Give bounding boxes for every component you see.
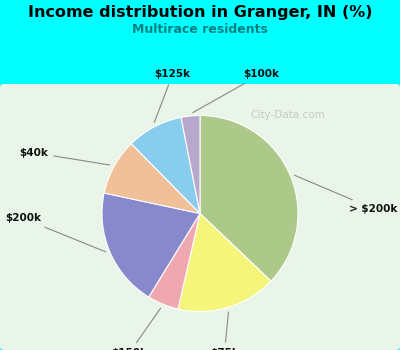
Wedge shape xyxy=(200,116,298,281)
Wedge shape xyxy=(131,117,200,214)
Text: > $200k: > $200k xyxy=(294,175,397,214)
Wedge shape xyxy=(181,116,200,214)
Wedge shape xyxy=(149,214,200,309)
Text: $40k: $40k xyxy=(19,148,110,165)
Text: City-Data.com: City-Data.com xyxy=(251,111,325,120)
Wedge shape xyxy=(102,193,200,297)
Text: $125k: $125k xyxy=(154,69,190,122)
Text: $150k: $150k xyxy=(112,308,160,350)
Text: $200k: $200k xyxy=(5,214,106,252)
Text: $75k: $75k xyxy=(210,312,239,350)
Text: Income distribution in Granger, IN (%): Income distribution in Granger, IN (%) xyxy=(28,5,372,20)
Wedge shape xyxy=(104,144,200,214)
Wedge shape xyxy=(178,214,271,312)
FancyBboxPatch shape xyxy=(0,84,400,350)
Text: $100k: $100k xyxy=(193,69,279,113)
Text: Multirace residents: Multirace residents xyxy=(132,23,268,36)
